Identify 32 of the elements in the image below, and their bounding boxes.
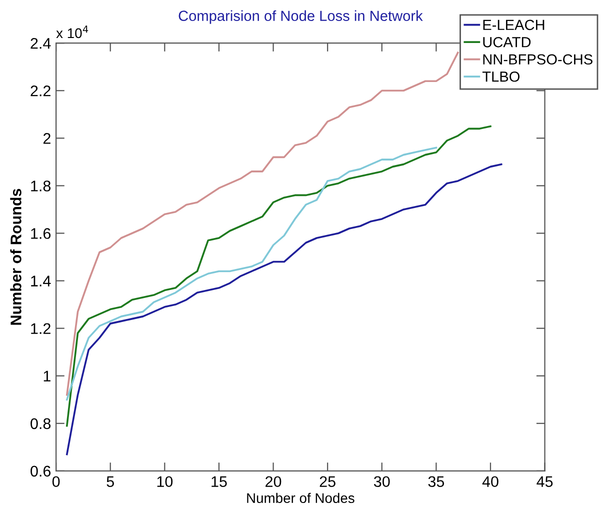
y-tick-label: 1.2 [31,323,50,334]
y-tick-label: 1.8 [31,180,51,192]
x-tick-label: 35 [428,476,444,488]
y-tick-label: 1.6 [31,228,51,239]
x-tick-label: 5 [106,476,114,488]
line-series [66,52,459,396]
y-tick-label: 2 [43,133,50,144]
x-tick-label: 10 [157,476,173,488]
x-tick-label: 20 [266,476,282,488]
y-tick-label: 1 [44,370,50,382]
legend-label: UCATD [483,36,531,48]
x-tick-label: 45 [536,476,553,488]
line-series [66,125,492,427]
legend-label: E-LEACH [483,20,544,30]
y-axis-title: Number of Rounds [10,188,22,325]
y-tick-label: 0.8 [30,418,51,430]
line-series [66,146,438,401]
y-tick-label: 2.4 [30,38,51,49]
y-tick-label: 0.6 [30,466,51,477]
y-tick-label: 2.2 [30,86,50,96]
x-tick-label: 0 [52,476,60,488]
legend-label: NN-BFPSO-CHS [483,54,592,65]
line-series [66,163,502,456]
x-tick-label: 40 [482,476,498,488]
x-tick-label: 25 [320,476,336,488]
legend-label: TLBO [482,71,520,82]
x-axis-title: Number of Nodes [247,492,354,504]
chart-title: Comparision of Node Loss in Network [178,10,423,24]
x-tick-label: 30 [374,476,390,488]
text: x 10$^{4}$ [56,26,88,38]
x-tick-label: 15 [212,476,227,488]
y-tick-label: 1.4 [31,276,51,286]
